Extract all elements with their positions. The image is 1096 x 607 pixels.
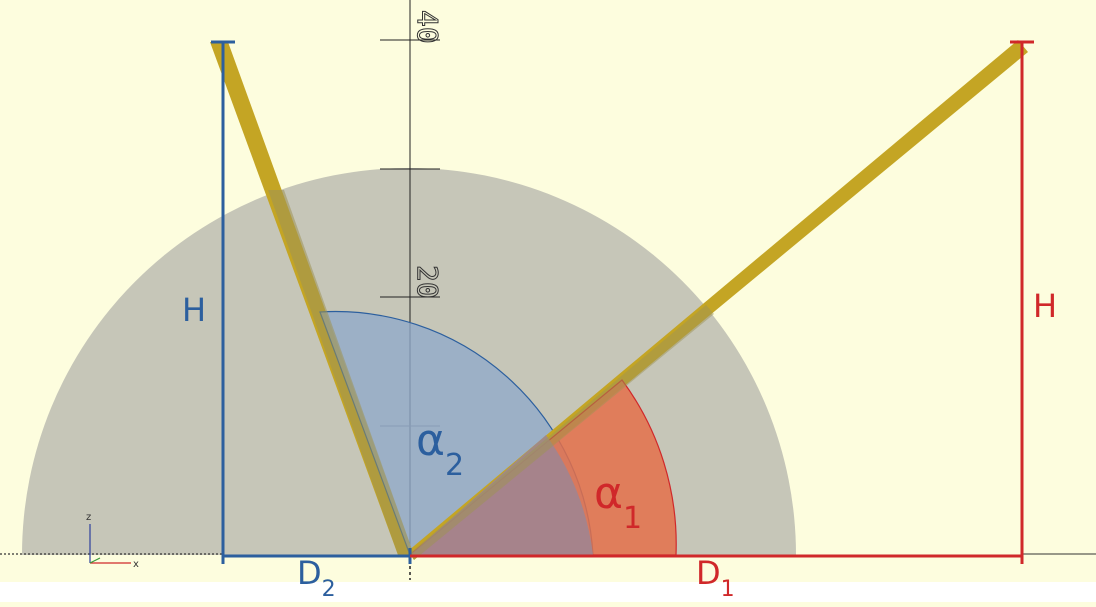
label-alpha2: α2 bbox=[416, 415, 464, 483]
axes-gizmo: z x bbox=[86, 512, 139, 570]
label-d1: D1 bbox=[696, 554, 735, 602]
bottom-band bbox=[0, 582, 1096, 602]
right-rod-in-disc bbox=[410, 305, 714, 560]
label-d2: D2 bbox=[297, 554, 336, 602]
label-h-blue: H bbox=[182, 291, 206, 329]
ruler-label-20: 20 bbox=[411, 265, 444, 299]
label-h-red: H bbox=[1033, 287, 1057, 325]
left-rod-in-disc bbox=[268, 190, 414, 555]
gizmo-y-axis bbox=[89, 557, 101, 564]
gizmo-x-label: x bbox=[133, 559, 139, 570]
label-alpha1: α1 bbox=[594, 468, 642, 536]
ruler-label-40: 40 bbox=[411, 10, 444, 44]
gizmo-z-label: z bbox=[86, 512, 91, 523]
